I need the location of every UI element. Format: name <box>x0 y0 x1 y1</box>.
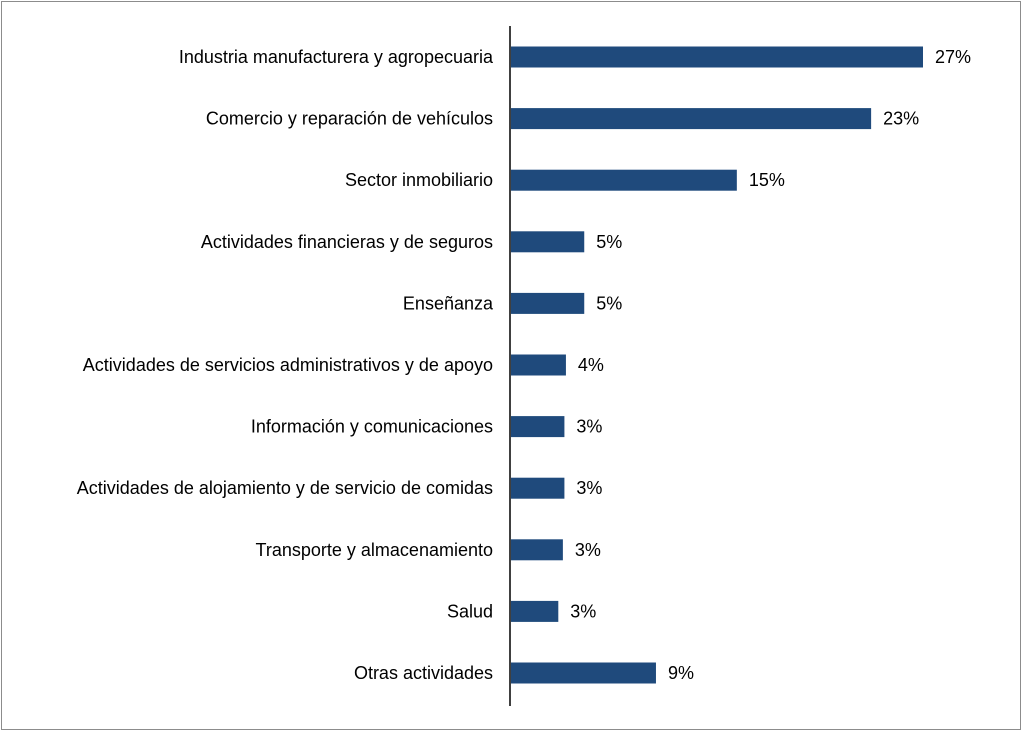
bars-group: Industria manufacturera y agropecuaria 27… <box>77 46 971 684</box>
category-label: Otras actividades <box>354 663 493 683</box>
bar <box>511 539 563 561</box>
data-label: 15% <box>749 170 785 190</box>
category-label: Actividades financieras y de seguros <box>201 232 493 252</box>
category-label: Industria manufacturera y agropecuaria <box>179 47 494 67</box>
bar <box>511 662 656 684</box>
data-label: 3% <box>570 601 596 621</box>
bar <box>511 600 559 622</box>
data-label: 5% <box>596 293 622 313</box>
category-label: Comercio y reparación de vehículos <box>206 109 493 129</box>
category-label: Transporte y almacenamiento <box>256 540 493 560</box>
bar <box>511 46 923 68</box>
bar <box>511 108 872 130</box>
data-label: 9% <box>668 663 694 683</box>
bar <box>511 292 585 314</box>
data-label: 4% <box>578 355 604 375</box>
data-label: 3% <box>576 478 602 498</box>
data-label: 27% <box>935 47 971 67</box>
bar <box>511 354 566 376</box>
category-label: Actividades de servicios administrativos… <box>83 355 493 375</box>
bar <box>511 231 585 253</box>
category-label: Sector inmobiliario <box>345 170 493 190</box>
bar <box>511 169 737 191</box>
data-label: 23% <box>883 109 919 129</box>
data-label: 3% <box>576 417 602 437</box>
category-label: Información y comunicaciones <box>251 417 493 437</box>
category-label: Enseñanza <box>403 293 494 313</box>
data-label: 3% <box>575 540 601 560</box>
category-label: Actividades de alojamiento y de servicio… <box>77 478 493 498</box>
data-label: 5% <box>596 232 622 252</box>
bar <box>511 416 565 438</box>
bar <box>511 477 565 499</box>
category-label: Salud <box>447 601 493 621</box>
